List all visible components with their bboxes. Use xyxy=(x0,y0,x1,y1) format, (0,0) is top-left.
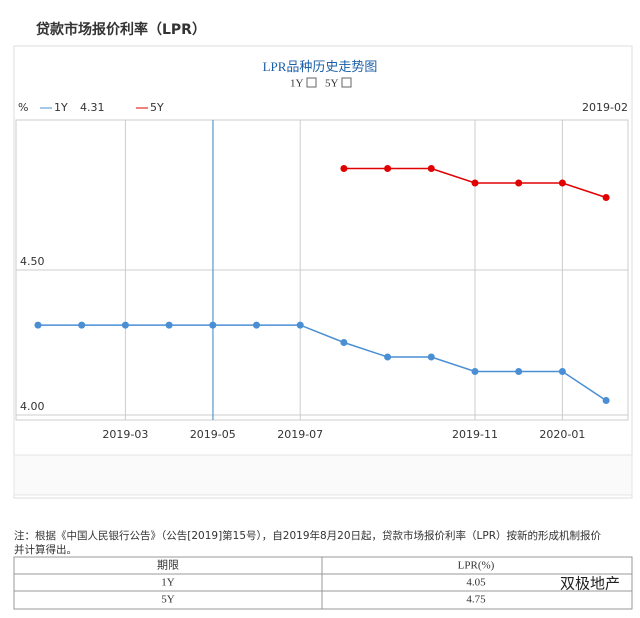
chart-frame xyxy=(13,45,633,499)
x-tick-label: 2019-05 xyxy=(190,428,236,441)
x-tick-label: 2019-11 xyxy=(452,428,498,441)
note-line: 注：根据《中国人民银行公告》（公告[2019]第15号），自2019年8月20日… xyxy=(14,529,602,542)
legend-label: 1Y xyxy=(54,101,68,114)
data-point xyxy=(34,321,42,329)
page-title: 贷款市场报价利率（LPR） xyxy=(36,21,206,38)
data-point xyxy=(340,339,348,346)
data-point xyxy=(515,368,523,375)
table: 期限 LPR(%) 1Y 4.05 5Y 4.75 xyxy=(13,556,633,610)
legend-label: 5Y xyxy=(150,101,164,114)
data-point xyxy=(384,353,392,361)
data-point xyxy=(471,179,479,187)
data-point xyxy=(602,194,610,201)
x-tick-label: 2019-03 xyxy=(102,428,148,441)
data-point xyxy=(340,165,348,172)
checkbox-label[interactable]: 1Y xyxy=(290,78,304,90)
data-point xyxy=(427,165,435,172)
watermark: 双极地产 xyxy=(560,575,620,593)
table-cell: 5Y xyxy=(161,594,175,606)
data-point xyxy=(471,368,479,375)
y-unit: % xyxy=(18,101,28,114)
table-cell: 4.05 xyxy=(466,577,486,589)
data-point xyxy=(78,321,86,329)
table-border xyxy=(13,556,633,610)
y-tick-label: 4.50 xyxy=(20,255,45,268)
checkbox[interactable] xyxy=(341,77,352,88)
x-tick-label: 2020-01 xyxy=(539,428,585,441)
hover-value: 4.31 xyxy=(80,101,105,114)
data-point xyxy=(558,179,566,187)
data-point xyxy=(427,353,435,361)
table-cell: 1Y xyxy=(161,577,175,589)
data-point xyxy=(296,321,304,329)
data-point xyxy=(515,179,523,187)
y-tick-label: 4.00 xyxy=(20,400,45,413)
data-point xyxy=(558,368,566,375)
note-line: 并计算得出。 xyxy=(14,543,77,556)
x-tick-label: 2019-07 xyxy=(277,428,323,441)
checkbox[interactable] xyxy=(306,77,317,88)
plot: 2019-03 2019-05 2019-07 2019-11 2020-01 4.00 4… xyxy=(15,119,629,441)
data-point xyxy=(384,165,392,172)
range-scroller[interactable] xyxy=(13,454,633,496)
table-header: LPR(%) xyxy=(458,560,495,572)
data-point xyxy=(165,321,173,329)
series-line xyxy=(38,324,607,402)
table-header: 期限 xyxy=(157,559,179,572)
data-point xyxy=(253,321,260,329)
data-point xyxy=(121,321,129,329)
chart-title: LPR品种历史走势图 xyxy=(263,59,378,74)
data-point xyxy=(602,397,610,404)
table-cell: 4.75 xyxy=(466,594,486,606)
hover-date: 2019-02 xyxy=(582,101,628,114)
checkbox-label[interactable]: 5Y xyxy=(325,78,339,90)
